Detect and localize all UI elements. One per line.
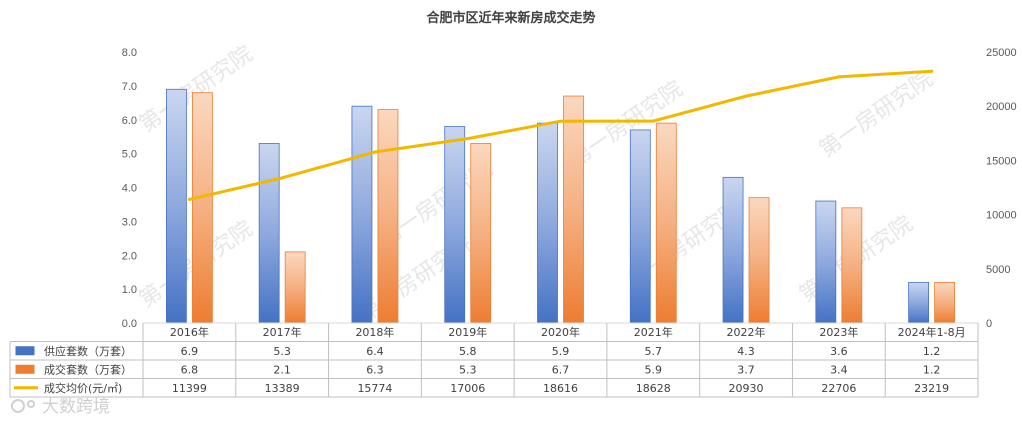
price-line bbox=[187, 69, 934, 201]
left-tick-label-6: 6.0 bbox=[122, 115, 137, 127]
table-cell-2-7: 22706 bbox=[821, 382, 856, 395]
table-cell-0-8: 1.2 bbox=[923, 345, 941, 358]
price-point-6 bbox=[744, 94, 748, 98]
x-tick-label-2: 2018年 bbox=[355, 325, 394, 339]
left-tick-label-4: 4.0 bbox=[122, 183, 137, 195]
logo-dot-icon bbox=[27, 400, 35, 408]
table-cell-0-7: 3.6 bbox=[830, 345, 848, 358]
chart-title: 合肥市区近年来新房成交走势 bbox=[426, 10, 595, 26]
table-cell-2-2: 15774 bbox=[357, 382, 392, 395]
x-tick-label-0: 2016年 bbox=[170, 325, 209, 339]
price-point-3 bbox=[466, 137, 470, 141]
left-axis: 0.0 1.0 2.0 3.0 4.0 5.0 6.0 7.0 8.0 bbox=[122, 47, 137, 330]
table-cell-2-6: 20930 bbox=[729, 382, 764, 395]
deal-bar-2 bbox=[377, 109, 399, 324]
table-cell-2-5: 18628 bbox=[636, 382, 671, 395]
table-cell-0-4: 5.9 bbox=[552, 345, 570, 358]
logo-icon bbox=[11, 399, 25, 413]
table-cell-2-3: 17006 bbox=[450, 382, 485, 395]
watermark-3: 第一房研究院 bbox=[815, 67, 937, 163]
right-axis: 0 5000 10000 15000 20000 25000 bbox=[986, 47, 1017, 330]
table-cell-0-0: 6.9 bbox=[181, 345, 199, 358]
bar-series-layer bbox=[143, 88, 978, 324]
table-cell-1-6: 3.7 bbox=[737, 363, 755, 376]
table-cell-1-7: 3.4 bbox=[830, 363, 848, 376]
x-tick-label-3: 2019年 bbox=[448, 325, 487, 339]
left-tick-label-2: 2.0 bbox=[122, 250, 137, 262]
price-point-2 bbox=[373, 150, 377, 154]
price-point-1 bbox=[280, 176, 284, 180]
price-point-0 bbox=[187, 197, 191, 201]
x-tick-label-7: 2023年 bbox=[819, 325, 858, 339]
deal-bar-7 bbox=[841, 207, 863, 324]
right-tick-label-2: 10000 bbox=[986, 210, 1017, 222]
supply-bar-3 bbox=[444, 126, 466, 324]
table-cell-1-0: 6.8 bbox=[181, 363, 199, 376]
x-tick-label-1: 2017年 bbox=[263, 325, 302, 339]
table-cell-1-3: 5.3 bbox=[459, 363, 477, 376]
x-tick-label-5: 2021年 bbox=[634, 325, 673, 339]
left-tick-label-5: 5.0 bbox=[122, 149, 137, 161]
table-cell-0-1: 5.3 bbox=[273, 345, 291, 358]
left-tick-label-1: 1.0 bbox=[122, 284, 137, 296]
supply-bar-2 bbox=[351, 105, 373, 324]
logo: 大数跨境 bbox=[11, 397, 110, 417]
deal-bar-6 bbox=[748, 197, 770, 324]
table-cell-1-2: 6.3 bbox=[366, 363, 384, 376]
left-tick-label-7: 7.0 bbox=[122, 81, 137, 93]
legend-swatch-1 bbox=[15, 364, 35, 374]
legend-label-2: 成交均价(元/㎡) bbox=[44, 381, 122, 395]
price-point-7 bbox=[837, 75, 841, 79]
legend-swatch-0 bbox=[15, 346, 35, 356]
supply-bar-7 bbox=[815, 200, 837, 324]
price-point-4 bbox=[559, 119, 562, 123]
deal-bar-4 bbox=[563, 95, 584, 324]
deal-bar-3 bbox=[470, 143, 492, 324]
deal-bar-0 bbox=[191, 92, 213, 324]
left-tick-label-8: 8.0 bbox=[122, 47, 137, 59]
supply-bar-0 bbox=[165, 88, 187, 324]
supply-bar-1 bbox=[258, 143, 280, 324]
data-table: 2016年 2017年 2018年 2019年 2020年 2021年 2022年 2023年… bbox=[9, 323, 979, 398]
table-cell-2-8: 23219 bbox=[914, 382, 949, 395]
deal-bar-1 bbox=[284, 251, 306, 324]
supply-bar-8 bbox=[908, 281, 930, 324]
deal-bar-8 bbox=[934, 281, 956, 324]
table-cell-1-4: 6.7 bbox=[552, 363, 570, 376]
line-series-layer bbox=[187, 69, 934, 201]
right-tick-label-3: 15000 bbox=[986, 155, 1017, 167]
x-tick-label-8: 2024年1-8月 bbox=[898, 325, 966, 339]
supply-bar-4 bbox=[537, 122, 558, 324]
price-point-8 bbox=[930, 69, 934, 73]
legend-label-1: 成交套数（万套） bbox=[44, 362, 132, 376]
left-tick-label-0: 0.0 bbox=[122, 318, 137, 330]
table-cell-0-6: 4.3 bbox=[737, 345, 755, 358]
table-cell-1-8: 1.2 bbox=[923, 363, 941, 376]
right-tick-label-0: 0 bbox=[986, 318, 992, 330]
x-tick-label-4: 2020年 bbox=[541, 325, 580, 339]
left-tick-label-3: 3.0 bbox=[122, 216, 137, 228]
deal-bar-5 bbox=[655, 122, 677, 324]
right-tick-label-1: 5000 bbox=[986, 264, 1010, 276]
logo-text: 大数跨境 bbox=[42, 397, 110, 417]
legend-label-0: 供应套数（万套） bbox=[44, 344, 132, 358]
right-tick-label-5: 25000 bbox=[986, 47, 1017, 59]
right-tick-label-4: 20000 bbox=[986, 101, 1017, 113]
x-tick-label-6: 2022年 bbox=[727, 325, 766, 339]
table-cell-0-3: 5.8 bbox=[459, 345, 477, 358]
table-cell-1-5: 5.9 bbox=[645, 363, 663, 376]
table-cell-2-0: 11399 bbox=[172, 382, 207, 395]
supply-bar-5 bbox=[629, 129, 651, 324]
supply-bar-6 bbox=[722, 176, 744, 324]
table-cell-0-5: 5.7 bbox=[645, 345, 663, 358]
price-point-5 bbox=[651, 119, 655, 123]
table-cell-2-1: 13389 bbox=[265, 382, 300, 395]
table-cell-2-4: 18616 bbox=[543, 382, 578, 395]
table-cell-1-1: 2.1 bbox=[273, 363, 291, 376]
table-cell-0-2: 6.4 bbox=[366, 345, 384, 358]
